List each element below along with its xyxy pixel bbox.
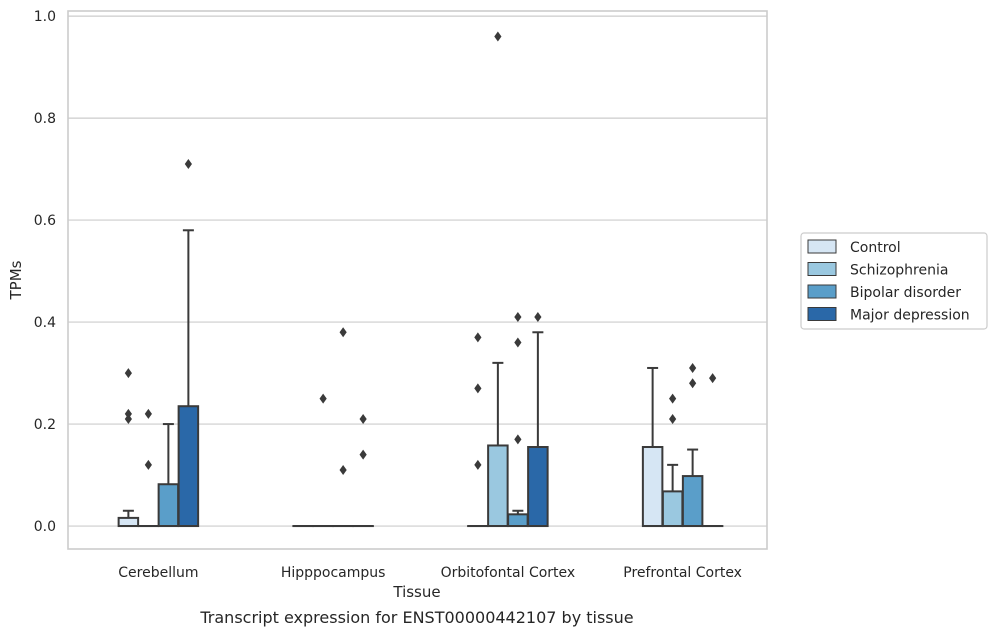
legend-label: Control <box>850 240 901 256</box>
box-body <box>528 447 548 526</box>
outlier-point <box>689 378 696 388</box>
legend-swatch <box>808 285 836 298</box>
outlier-point <box>340 465 347 475</box>
box-2-3 <box>488 31 508 526</box>
y-tick-labels: 0.0 0.2 0.4 0.6 0.8 1.0 <box>34 9 56 535</box>
box-4-1 <box>179 159 199 526</box>
box-3-4 <box>683 363 703 526</box>
legend-label: Bipolar disorder <box>850 285 961 301</box>
y-tick-label: 1.0 <box>34 9 56 25</box>
box-3-1 <box>159 424 179 526</box>
y-tick-label: 0.0 <box>34 519 56 535</box>
x-tick-label: Hipppocampus <box>281 565 386 581</box>
outlier-point <box>709 373 716 383</box>
x-tick-label: Orbitofontal Cortex <box>441 565 576 581</box>
box-1-1 <box>119 368 139 526</box>
box-body <box>683 476 703 526</box>
box-2-2 <box>313 394 333 526</box>
box-4-2 <box>353 414 373 526</box>
outlier-point <box>360 414 367 424</box>
outlier-point <box>125 368 132 378</box>
legend-swatch <box>808 308 836 321</box>
legend-label: Schizophrenia <box>850 263 948 279</box>
outlier-point <box>360 450 367 460</box>
outlier-point <box>320 394 327 404</box>
box-body <box>663 491 683 526</box>
box-4-3 <box>528 312 548 526</box>
x-tick-labels: Cerebellum Hipppocampus Orbitofontal Corte… <box>118 565 742 581</box>
legend: Control Schizophrenia Bipolar disorder Majo… <box>801 233 987 329</box>
box-body <box>508 514 528 526</box>
outlier-point <box>474 383 481 393</box>
box-3-2 <box>333 327 353 526</box>
outlier-point <box>514 312 521 322</box>
outlier-point <box>340 327 347 337</box>
legend-swatch <box>808 240 836 253</box>
outlier-point <box>514 434 521 444</box>
outlier-point <box>689 363 696 373</box>
box-layer <box>119 31 723 526</box>
x-tick-label: Prefrontal Cortex <box>623 565 742 581</box>
outlier-point <box>669 394 676 404</box>
legend-label: Major depression <box>850 308 970 324</box>
y-tick-label: 0.6 <box>34 213 56 229</box>
outlier-point <box>494 31 501 41</box>
y-tick-label: 0.8 <box>34 111 56 127</box>
outlier-point <box>534 312 541 322</box>
legend-swatch <box>808 263 836 276</box>
box-2-1 <box>139 409 159 526</box>
y-tick-label: 0.4 <box>34 315 56 331</box>
box-3-3 <box>508 312 528 526</box>
box-body <box>119 518 139 526</box>
box-2-4 <box>663 394 683 526</box>
y-axis-label: TPMs <box>7 260 25 300</box>
outlier-point <box>474 460 481 470</box>
y-tick-label: 0.2 <box>34 417 56 433</box>
outlier-point <box>145 460 152 470</box>
outlier-point <box>125 409 132 419</box>
box-4-4 <box>703 373 723 526</box>
box-body <box>488 445 508 526</box>
outlier-point <box>474 332 481 342</box>
chart-caption: Transcript expression for ENST0000044210… <box>199 608 633 627</box>
box-1-4 <box>643 368 663 526</box>
outlier-point <box>669 414 676 424</box>
box-body <box>179 406 199 526</box>
box-body <box>159 484 179 526</box>
box-1-3 <box>468 332 488 526</box>
x-axis-label: Tissue <box>392 583 440 601</box>
outlier-point <box>185 159 192 169</box>
outlier-point <box>145 409 152 419</box>
box-body <box>643 447 663 526</box>
outlier-point <box>514 337 521 347</box>
x-tick-label: Cerebellum <box>118 565 198 581</box>
